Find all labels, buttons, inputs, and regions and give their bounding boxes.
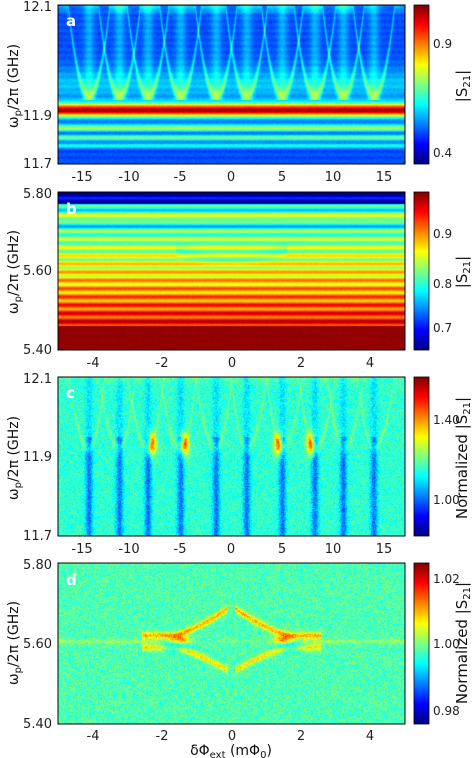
plot-frame-c (57, 376, 406, 537)
xtick-b-4: 4 (366, 356, 374, 371)
cbtick-a-0: 0.4 (433, 146, 452, 160)
ytick-b-1: 5.60 (23, 264, 52, 279)
xtick-a-6: 15 (376, 170, 393, 185)
cblabel-b: |S21| (453, 256, 473, 288)
colorbar-a (413, 4, 430, 165)
xtick-c-6: 15 (376, 542, 393, 557)
panel-label-d: d (66, 571, 77, 589)
xtick-b-2: 0 (228, 356, 236, 371)
ylabel-b: ωp/2π (GHz) (6, 230, 24, 314)
panel-b: b 5.40 5.60 5.80 -4 -2 0 2 4 ωp/2π (GHz)… (6, 187, 473, 371)
panel-label-a: a (66, 12, 76, 30)
cbtick-b-2: 0.9 (433, 227, 452, 241)
xtick-b-0: -4 (87, 356, 100, 371)
panel-label-b: b (66, 200, 77, 218)
xtick-c-2: -5 (174, 542, 187, 557)
cbtick-d-0: 0.98 (433, 704, 460, 718)
xtick-b-1: -2 (156, 356, 169, 371)
cblabel-a: |S21| (453, 70, 473, 102)
xtick-c-0: -15 (71, 542, 92, 557)
ylabel-c: ωp/2π (GHz) (6, 416, 24, 500)
xlabel-d: δΦext (mΦ0) (190, 743, 272, 758)
xtick-a-1: -10 (118, 170, 139, 185)
xtick-a-4: 5 (278, 170, 286, 185)
ytick-d-0: 5.40 (23, 717, 52, 732)
panel-a: a 11.7 11.9 12.1 -15 -10 -5 0 5 10 15 ωp… (6, 0, 473, 185)
ylabel-d: ωp/2π (GHz) (6, 601, 24, 685)
cbtick-c-1: 1.40 (433, 413, 460, 427)
cbtick-b-0: 0.7 (433, 321, 452, 335)
panel-c: c 11.7 11.9 12.1 -15 -10 -5 0 5 10 15 ωp… (6, 372, 473, 557)
xtick-d-4: 4 (366, 729, 374, 744)
ytick-b-2: 5.80 (23, 187, 52, 202)
ytick-c-0: 11.7 (23, 529, 52, 544)
ytick-c-2: 12.1 (23, 372, 52, 387)
xtick-b-3: 2 (297, 356, 305, 371)
cbtick-d-1: 1.00 (433, 637, 460, 651)
panel-label-c: c (66, 384, 75, 402)
colorbar-c (413, 376, 430, 537)
plot-frame-b (57, 191, 406, 351)
colorbar-d (413, 562, 430, 725)
cbtick-a-1: 0.9 (433, 37, 452, 51)
ytick-b-0: 5.40 (23, 343, 52, 358)
colorbar-b (413, 191, 430, 351)
xtick-c-5: 10 (325, 542, 342, 557)
panel-d: d 5.40 5.60 5.80 -4 -2 0 2 4 ωp/2π (GHz)… (6, 558, 473, 758)
ytick-d-1: 5.60 (23, 637, 52, 652)
heatmap-d (58, 563, 405, 724)
xtick-c-3: 0 (227, 542, 235, 557)
xtick-c-4: 5 (278, 542, 286, 557)
ytick-c-1: 11.9 (23, 450, 52, 465)
ytick-d-2: 5.80 (23, 558, 52, 573)
cbtick-d-2: 1.02 (433, 572, 460, 586)
heatmap-a (58, 5, 405, 164)
cbtick-b-1: 0.8 (433, 277, 452, 291)
xtick-a-5: 10 (325, 170, 342, 185)
xtick-a-2: -5 (174, 170, 187, 185)
xtick-d-1: -2 (156, 729, 169, 744)
xtick-d-2: 0 (228, 729, 236, 744)
plot-frame-d (57, 562, 406, 725)
ytick-a-1: 11.9 (23, 109, 52, 124)
xtick-a-0: -15 (71, 170, 92, 185)
cblabel-c: Normalized |S21| (453, 397, 473, 519)
xtick-d-0: -4 (87, 729, 100, 744)
xtick-d-3: 2 (297, 729, 305, 744)
plot-frame-a (57, 4, 406, 165)
cbtick-c-0: 1.00 (433, 493, 460, 507)
xtick-c-1: -10 (118, 542, 139, 557)
heatmap-b (58, 192, 405, 350)
ytick-a-0: 11.7 (23, 157, 52, 172)
xtick-a-3: 0 (227, 170, 235, 185)
cblabel-d: Normalized |S21| (453, 582, 473, 704)
heatmap-c (58, 377, 405, 536)
ylabel-a: ωp/2π (GHz) (6, 44, 24, 128)
ytick-a-2: 12.1 (23, 0, 52, 15)
